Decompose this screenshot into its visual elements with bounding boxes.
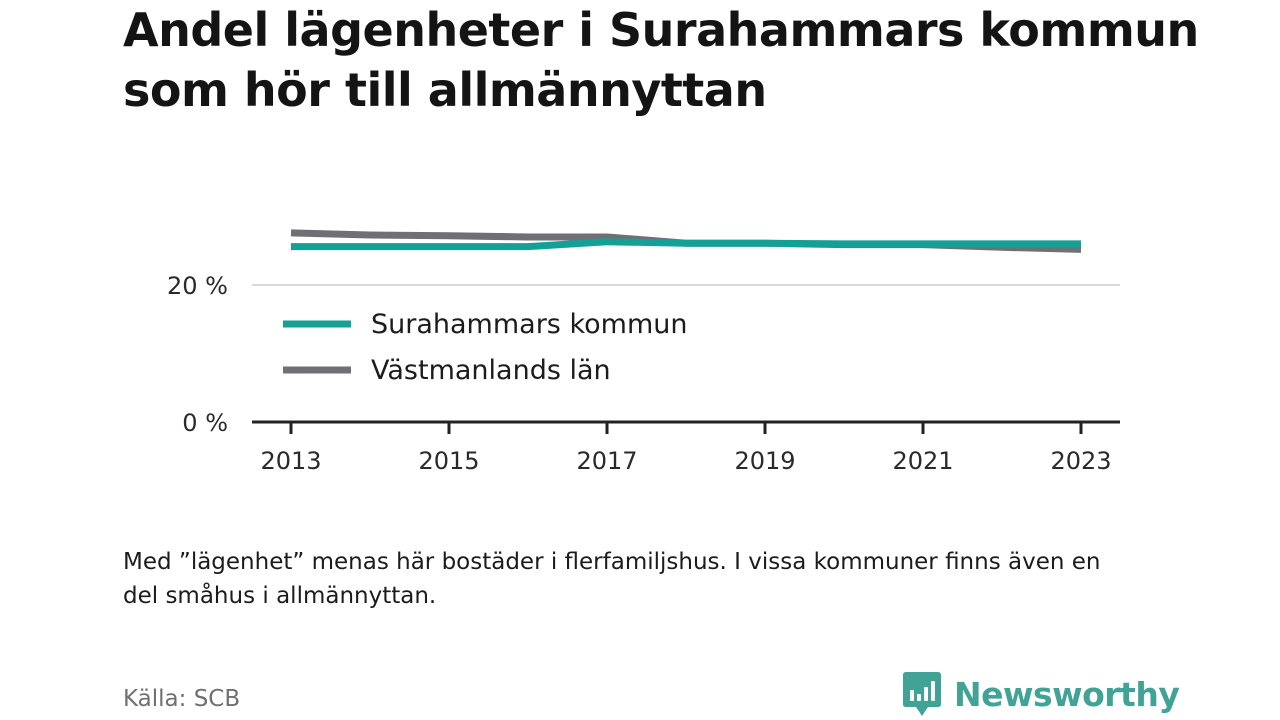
y-tick-label: 20 % — [167, 272, 228, 300]
legend-label: Surahammars kommun — [371, 309, 687, 340]
x-tick-label: 2015 — [418, 447, 479, 475]
x-tick-label: 2017 — [576, 447, 637, 475]
chart-title: Andel lägenheter i Surahammars kommun so… — [123, 3, 1199, 117]
newsworthy-logo-icon — [903, 672, 941, 716]
x-axis: 2013 2015 2017 2019 2021 2023 — [252, 420, 1120, 475]
chart-note: Med ”lägenhet” menas här bostäder i fler… — [123, 549, 1101, 609]
x-tick-label: 2019 — [734, 447, 795, 475]
brand-name: Newsworthy — [954, 674, 1180, 714]
legend-label: Västmanlands län — [371, 355, 611, 386]
brand-logo[interactable]: Newsworthy — [902, 670, 1180, 718]
series-lines — [290, 229, 1082, 253]
x-tick-label: 2023 — [1050, 447, 1111, 475]
x-tick-label: 2021 — [892, 447, 953, 475]
legend: Surahammars kommun Västmanlands län — [283, 309, 687, 386]
series-line-surahammars-kommun — [291, 238, 1081, 251]
x-tick-label: 2013 — [260, 447, 321, 475]
source-label: Källa: SCB — [123, 686, 241, 712]
y-axis-ticks: 0 % 20 % — [167, 272, 228, 437]
y-tick-label: 0 % — [182, 409, 228, 437]
